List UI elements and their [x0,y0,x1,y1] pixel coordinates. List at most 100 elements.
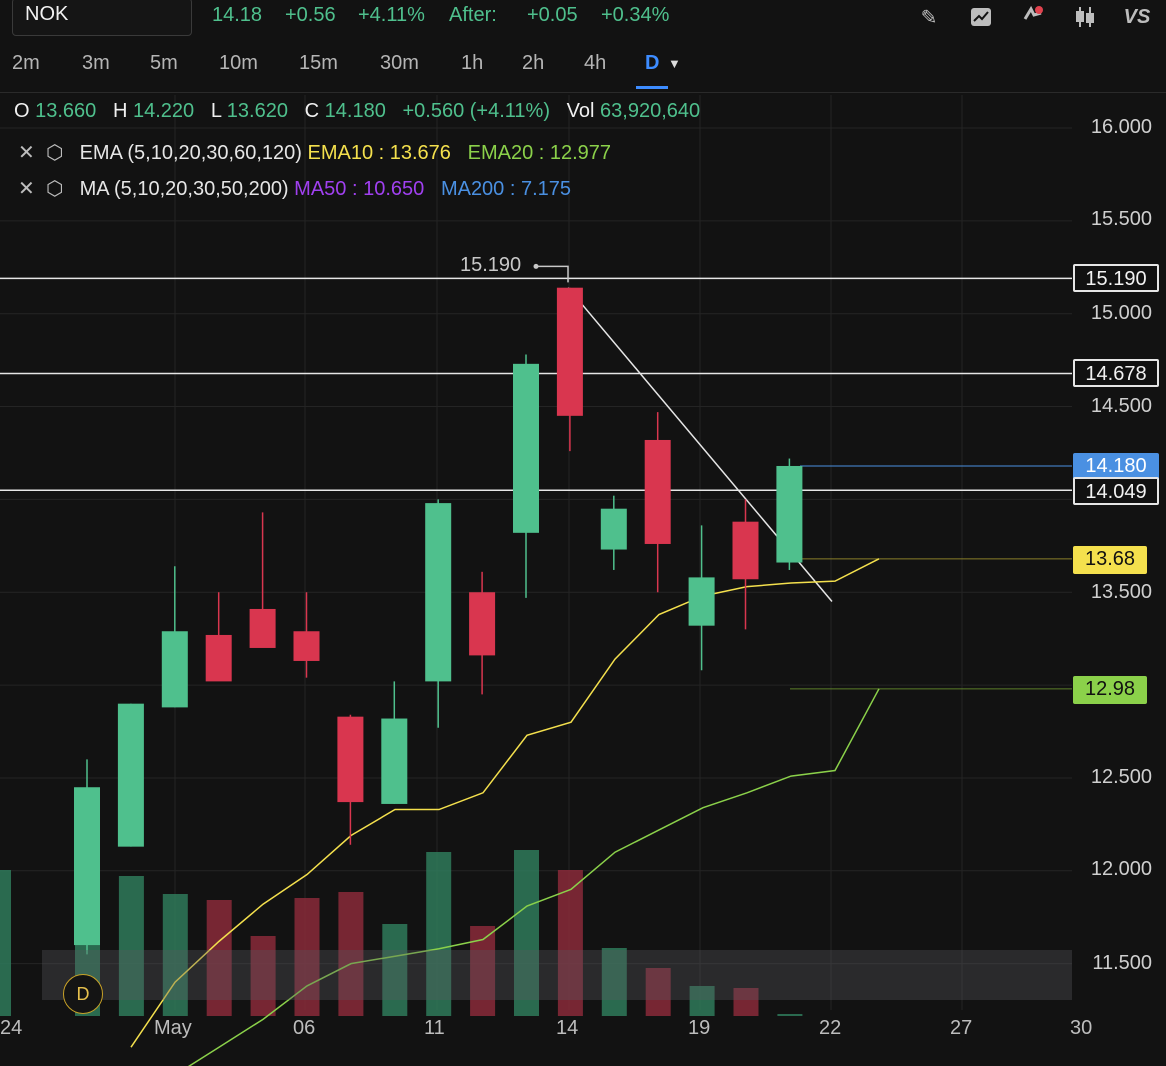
candle-body [425,503,452,682]
chevron-down-icon[interactable]: ▼ [668,56,681,71]
after-hours-label: After: [449,4,497,26]
candle-body [513,363,539,533]
timeframe-2m[interactable]: 2m [12,52,40,74]
volume-bar [118,876,144,1016]
volume-bar [557,870,583,1016]
high-marker-dot [533,263,539,269]
resistance-price-badge: 14.678 [1073,359,1159,387]
candle-body [381,718,408,804]
volume-bar [382,924,408,1016]
ma-indicator-row: ✕ ⬡ MA (5,10,20,30,50,200) MA50 : 10.650 … [18,178,572,200]
alert-icon[interactable] [1018,2,1048,32]
price-axis-label: 13.500 [1090,581,1152,603]
timeframe-1h[interactable]: 1h [461,52,484,74]
volume-bar [294,898,320,1016]
candle-body [293,631,320,661]
visibility-icon[interactable]: ⬡ [46,178,64,200]
last-price-badge: 14.180 [1073,453,1159,481]
timeframe-30m[interactable]: 30m [380,52,419,74]
ema-indicator-row: ✕ ⬡ EMA (5,10,20,30,60,120) EMA10 : 13.67… [18,142,612,164]
compare-vs-icon[interactable]: VS [1123,5,1151,28]
last-price: 14.18 [212,4,263,26]
volume-bar [0,870,11,1016]
close-icon[interactable]: ✕ [18,178,35,200]
volume-bar [206,900,232,1016]
candle-body [469,592,496,656]
timeframe-5m[interactable]: 5m [150,52,178,74]
price-axis-label: 15.500 [1090,208,1152,230]
price-change: +0.56 [285,4,336,26]
volume-bar [601,948,627,1016]
x-axis-label: 14 [556,1017,579,1039]
price-axis-label: 11.500 [1092,952,1152,974]
ema10-price-badge: 13.68 [1073,546,1147,574]
candle-body [732,521,759,580]
price-change-pct: +4.11% [358,4,425,26]
ohlc-readout: O 13.660 H 14.220 L 13.620 C 14.180 +0.5… [14,100,701,122]
candle-body [776,465,803,563]
x-axis-label: May [154,1017,192,1039]
candle-body [337,716,364,803]
volume-bar [645,968,671,1016]
candle-body [74,787,100,946]
candlesticks [74,287,803,955]
x-axis-label: 30 [1070,1017,1093,1039]
active-timeframe-indicator [636,86,668,89]
candle-body [644,439,671,544]
price-axis-label: 16.000 [1090,116,1152,138]
candle-body [161,631,188,708]
ema20-price-badge: 12.98 [1073,676,1147,704]
ema-lines [130,558,880,1066]
volume-bar [733,988,759,1016]
x-axis-label: 19 [688,1017,711,1039]
price-axis-label: 15.000 [1090,302,1152,324]
close-icon[interactable]: ✕ [18,142,35,164]
visibility-icon[interactable]: ⬡ [46,142,64,164]
symbol-input[interactable]: NOK [12,0,192,36]
price-axis-label: 12.500 [1090,766,1152,788]
pencil-icon[interactable]: ✎ [920,6,938,29]
top-bar: NOK 14.18 +0.56 +4.11% After: +0.05 +0.3… [0,0,1166,36]
high-annotation: 15.190 [460,254,522,276]
chart-icon[interactable] [966,2,996,32]
timeframe-2h[interactable]: 2h [522,52,545,74]
after-hours-change: +0.05 [527,4,578,26]
price-axis-label: 14.500 [1090,395,1152,417]
x-axis-label: 06 [293,1017,316,1039]
volume-band [42,950,1072,1000]
candles-icon[interactable] [1070,2,1100,32]
timeframe-bar: 2m 3m 5m 10m 15m 30m 1h 2h 4h D ▼ [0,40,1166,93]
volume-bar [777,1014,803,1016]
x-axis-label: 24 [0,1017,23,1039]
candle-body [117,703,144,847]
timeframe-3m[interactable]: 3m [82,52,110,74]
ema20-line [187,688,880,1066]
price-axis-label: 12.000 [1090,858,1152,880]
volume-bar [689,986,715,1016]
candle-body [205,634,232,682]
volume-bar [338,892,364,1016]
timeframe-daily[interactable]: D [645,52,660,74]
x-axis-label: 27 [950,1017,973,1039]
candle-body [249,608,276,648]
support-price-badge: 14.049 [1073,477,1159,505]
volume-bar [514,850,539,1016]
daily-badge[interactable]: D [63,974,103,1014]
volume-bars [0,850,803,1016]
resistance-price-badge: 15.190 [1073,264,1159,292]
volume-bar [162,894,188,1016]
timeframe-10m[interactable]: 10m [219,52,258,74]
candle-body [688,577,715,626]
timeframe-15m[interactable]: 15m [299,52,338,74]
timeframe-4h[interactable]: 4h [584,52,607,74]
ema10-line [130,558,880,1048]
high-marker [536,265,569,283]
volume-bar [426,852,452,1016]
x-axis-label: 22 [819,1017,842,1039]
after-hours-pct: +0.34% [601,4,670,26]
x-axis-label: 11 [424,1017,445,1039]
candle-body [556,287,583,416]
volume-bar [250,936,276,1016]
candle-body [600,508,627,550]
